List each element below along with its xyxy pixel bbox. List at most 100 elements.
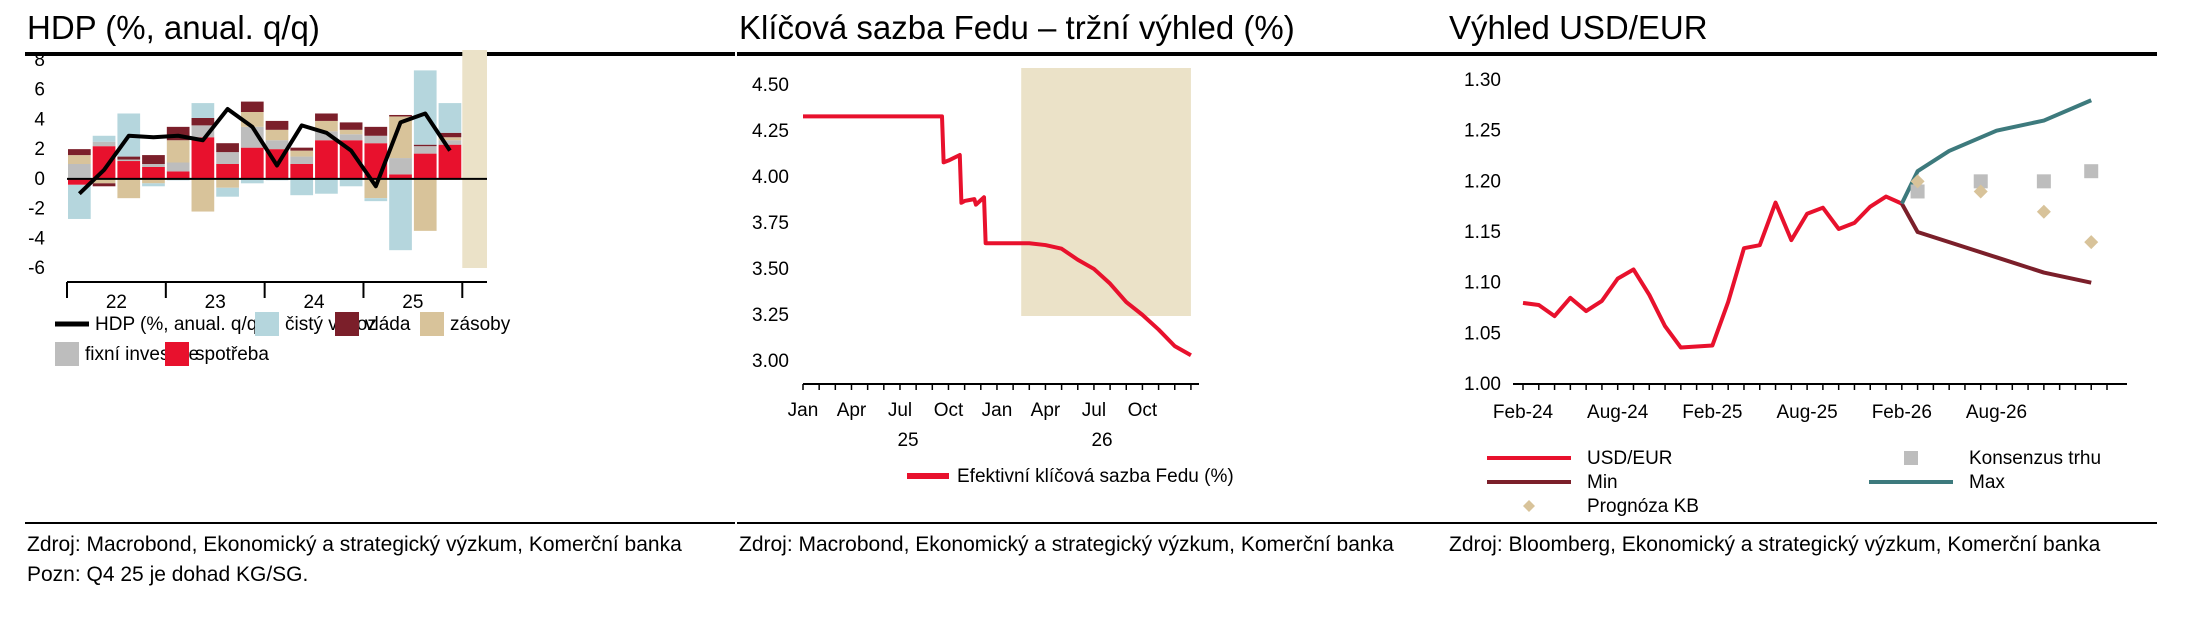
y-tick-label: 4.00 bbox=[752, 167, 789, 188]
legend-label: Efektivní klíčová sazba Fedu (%) bbox=[957, 466, 1234, 487]
title-divider bbox=[737, 52, 1447, 56]
bar-vlada bbox=[265, 120, 289, 130]
bar-fixni bbox=[68, 164, 91, 179]
gdp-chart-title: HDP (%, anual. q/q) bbox=[27, 9, 320, 46]
bar-fixni bbox=[166, 162, 190, 172]
konsenzus-point bbox=[1910, 184, 1925, 199]
bar-spotreba bbox=[191, 137, 215, 179]
bar-cisty bbox=[191, 103, 215, 118]
month-label: Apr bbox=[837, 400, 867, 421]
x-tick-label: Feb-24 bbox=[1493, 402, 1554, 423]
forecast-shade bbox=[1021, 68, 1191, 316]
kb-forecast-point bbox=[2036, 204, 2051, 219]
y-tick-label: 1.20 bbox=[1464, 171, 1501, 192]
bar-zasoby bbox=[364, 178, 388, 199]
bar-vlada bbox=[413, 144, 437, 147]
series-line-min bbox=[1900, 202, 2092, 285]
y-tick-label: 4.25 bbox=[752, 121, 789, 142]
bar-spotreba bbox=[413, 153, 437, 179]
y-tick-label: 4.50 bbox=[752, 75, 789, 96]
bar-vlada bbox=[92, 183, 116, 187]
bar-zasoby bbox=[191, 178, 215, 212]
usd-eur-chart: 1.30 1.25 1.20 1.15 1.10 1.05 1.00 Feb-24 Aug-24… bbox=[1464, 70, 2127, 517]
fed-rate-line bbox=[803, 114, 1192, 358]
source-block: Zdroj: Bloomberg, Ekonomický a strategic… bbox=[1449, 530, 2149, 560]
fed-chart-title: Klíčová sazba Fedu – tržní výhled (%) bbox=[739, 9, 1295, 46]
year-label: 23 bbox=[205, 292, 226, 313]
usd-eur-chart-title: Výhled USD/EUR bbox=[1449, 9, 1708, 46]
bar-cisty bbox=[364, 198, 388, 202]
month-label: Jan bbox=[982, 400, 1013, 421]
bar-fixni bbox=[117, 159, 141, 162]
bar-vlada bbox=[389, 114, 412, 117]
bar-fixni bbox=[142, 164, 165, 167]
x-tick-label: Aug-26 bbox=[1966, 402, 2027, 423]
bar-fixni bbox=[216, 152, 239, 164]
bar-zasoby bbox=[117, 178, 141, 199]
legend-label: zásoby bbox=[450, 314, 511, 335]
bar-vlada bbox=[438, 132, 462, 138]
x-tick-label: Aug-24 bbox=[1587, 402, 1649, 423]
bar-fixni bbox=[438, 140, 462, 145]
legend-swatch bbox=[55, 342, 79, 366]
y-tick-label: -6 bbox=[28, 258, 45, 279]
x-tick-label: Aug-25 bbox=[1776, 402, 1837, 423]
source-divider bbox=[737, 522, 1447, 524]
month-label: Jan bbox=[788, 400, 819, 421]
series-line-red bbox=[1522, 194, 1903, 350]
month-label: Jul bbox=[1082, 400, 1106, 421]
bar-spotreba bbox=[240, 147, 264, 179]
bar-cisty bbox=[68, 184, 91, 219]
kb-forecast-point bbox=[2084, 235, 2099, 250]
legend-swatch bbox=[335, 312, 359, 336]
bar-zasoby bbox=[315, 120, 338, 132]
legend-swatch bbox=[1904, 451, 1918, 465]
bar-zasoby bbox=[413, 178, 437, 231]
y-tick-label: 3.25 bbox=[752, 305, 789, 326]
legend-label: Konsenzus trhu bbox=[1969, 448, 2101, 469]
y-tick-label: 1.25 bbox=[1464, 121, 1501, 142]
bar-spotreba bbox=[142, 166, 165, 179]
x-tick-label: Feb-26 bbox=[1872, 402, 1932, 423]
y-tick-label: 1.00 bbox=[1464, 374, 1501, 395]
y-tick-label: -4 bbox=[28, 228, 45, 249]
bar-zasoby bbox=[92, 178, 116, 184]
source-text: Zdroj: Macrobond, Ekonomický a strategic… bbox=[27, 533, 682, 556]
bar-spotreba bbox=[290, 164, 314, 179]
gdp-panel: HDP (%, anual. q/q) 8 6 4 2 0 -2 -4 -6 22 23 24 25 H… bbox=[25, 0, 735, 636]
legend-swatch bbox=[1523, 500, 1535, 512]
bar-fixni bbox=[290, 156, 314, 164]
legend-label: vláda bbox=[365, 314, 411, 335]
bar-spotreba bbox=[117, 161, 141, 179]
bar-vlada bbox=[142, 155, 165, 164]
fed-rate-chart: 4.50 4.25 4.00 3.75 3.50 3.25 3.00 Jan Apr Jul Oct… bbox=[752, 68, 1234, 487]
bar-cisty bbox=[290, 178, 314, 196]
y-tick-label: 1.10 bbox=[1464, 273, 1501, 294]
source-block: Zdroj: Macrobond, Ekonomický a strategic… bbox=[739, 530, 1439, 560]
legend-label: čistý vývoz bbox=[285, 314, 377, 335]
bar-vlada bbox=[117, 156, 141, 160]
bar-spotreba bbox=[315, 140, 338, 179]
bar-fixni bbox=[389, 158, 412, 175]
bar-zasoby bbox=[438, 137, 462, 141]
bar-spotreba bbox=[216, 164, 239, 179]
y-tick-label: 1.05 bbox=[1464, 323, 1501, 344]
bar-spotreba bbox=[68, 178, 91, 185]
year-label: 26 bbox=[1091, 430, 1112, 451]
y-tick-label: 8 bbox=[34, 50, 45, 71]
source-divider bbox=[1447, 522, 2157, 524]
bar-cisty bbox=[315, 178, 338, 194]
bar-zasoby bbox=[216, 178, 239, 188]
bar-vlada bbox=[240, 101, 264, 112]
title-divider bbox=[25, 52, 735, 56]
y-tick-label: -2 bbox=[28, 199, 45, 220]
series-line-max bbox=[1900, 98, 2093, 205]
legend-label: HDP (%, anual. q/q) bbox=[95, 314, 264, 335]
y-tick-label: 1.15 bbox=[1464, 222, 1501, 243]
bar-fixni bbox=[413, 146, 437, 154]
y-tick-label: 4 bbox=[34, 109, 45, 130]
usd-eur-panel: Výhled USD/EUR 1.30 1.25 1.20 1.15 1.10 1.05 1… bbox=[1447, 0, 2157, 636]
y-tick-label: 1.30 bbox=[1464, 70, 1501, 91]
y-tick-label: 3.00 bbox=[752, 351, 789, 372]
bar-cisty bbox=[339, 178, 363, 187]
